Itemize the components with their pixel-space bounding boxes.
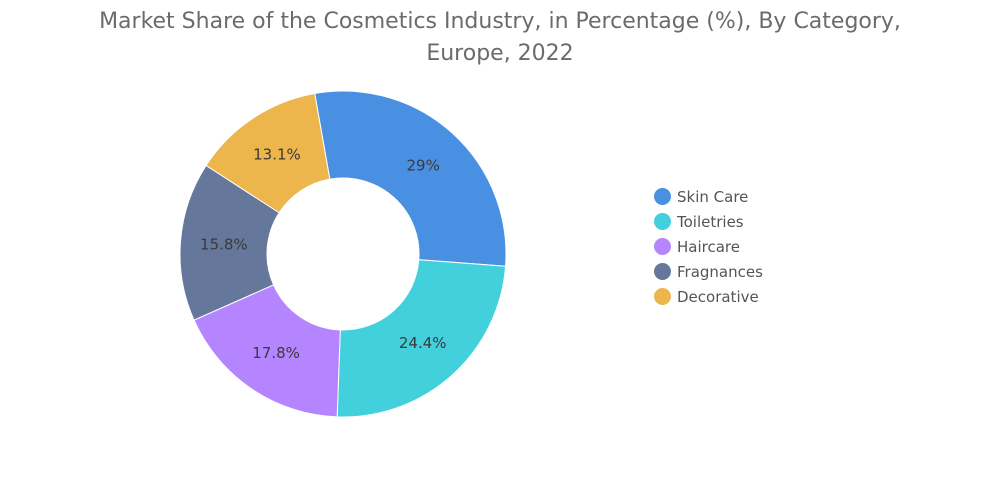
legend-item-skin-care[interactable]: Skin Care <box>654 184 763 209</box>
chart-title-line-1: Market Share of the Cosmetics Industry, … <box>99 9 901 34</box>
donut-slice-decorative[interactable] <box>205 92 331 214</box>
chart-title: Market Share of the Cosmetics Industry, … <box>0 6 1000 70</box>
chart-legend: Skin Care Toiletries Haircare Fragnances Dec… <box>654 184 763 309</box>
donut-slice-haircare[interactable] <box>193 284 341 418</box>
legend-swatch <box>654 213 671 230</box>
legend-label: Fragnances <box>677 262 763 281</box>
legend-label: Toiletries <box>677 212 744 231</box>
slice-value-label: 24.4% <box>399 334 447 352</box>
legend-swatch <box>654 238 671 255</box>
slice-value-label: 29% <box>407 156 440 174</box>
legend-item-decorative[interactable]: Decorative <box>654 284 763 309</box>
chart-title-line-2: Europe, 2022 <box>426 41 574 66</box>
legend-label: Haircare <box>677 237 740 256</box>
legend-swatch <box>654 288 671 305</box>
slice-value-label: 15.8% <box>200 236 248 254</box>
legend-item-haircare[interactable]: Haircare <box>654 234 763 259</box>
legend-swatch <box>654 263 671 280</box>
donut-slice-skin-care[interactable] <box>314 90 507 267</box>
donut-slice-fragnances[interactable] <box>179 164 280 321</box>
legend-item-fragnances[interactable]: Fragnances <box>654 259 763 284</box>
donut-slice-toiletries[interactable] <box>336 259 507 418</box>
legend-label: Skin Care <box>677 187 749 206</box>
slice-value-label: 13.1% <box>253 145 301 163</box>
legend-swatch <box>654 188 671 205</box>
legend-item-toiletries[interactable]: Toiletries <box>654 209 763 234</box>
slice-value-label: 17.8% <box>252 344 300 362</box>
legend-label: Decorative <box>677 287 759 306</box>
